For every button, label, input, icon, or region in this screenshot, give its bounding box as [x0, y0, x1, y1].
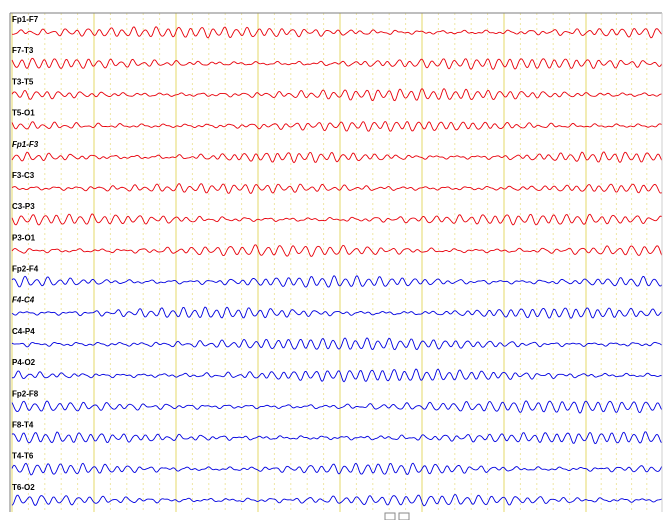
channel-label: T5-O1	[12, 109, 35, 118]
channel-labels: Fp1-F7 F7-T3 T3-T5 T5-O1 Fp1-F3 F3-C3 C3-P3 P3-…	[12, 15, 39, 492]
channel-label: C4-P4	[12, 327, 35, 336]
square-marker-icon[interactable]	[398, 512, 410, 520]
eeg-trace-c4-p4	[11, 337, 663, 351]
eeg-trace-p4-o2	[11, 368, 663, 383]
time-gridlines	[11, 13, 663, 512]
channel-label: F7-T3	[12, 46, 34, 55]
channel-label: F4-C4	[12, 296, 35, 305]
channel-label: T3-T5	[12, 77, 34, 86]
eeg-trace-fp1-f7	[11, 26, 663, 39]
eeg-trace-p3-o1	[11, 244, 663, 257]
channel-label: Fp1-F7	[12, 15, 39, 24]
eeg-trace-f7-t3	[11, 57, 663, 71]
eeg-trace-f3-c3	[11, 183, 663, 195]
channel-label: Fp2-F8	[12, 389, 39, 398]
channel-label: Fp2-F4	[12, 265, 39, 274]
channel-label: F8-T4	[12, 420, 34, 429]
channel-label: P4-O2	[12, 358, 36, 367]
eeg-trace-f8-t4	[11, 431, 663, 445]
eeg-trace-t6-o2	[11, 493, 663, 507]
eeg-trace-fp2-f8	[11, 400, 663, 414]
eeg-trace-t3-t5	[11, 87, 663, 102]
viewer-frame	[9, 12, 663, 520]
channel-label: P3-O1	[12, 233, 36, 242]
channel-traces	[11, 26, 663, 507]
channel-label: T6-O2	[12, 483, 35, 492]
eeg-trace-c3-p3	[11, 213, 663, 226]
eeg-trace-fp1-f3	[11, 151, 663, 164]
channel-label: T4-T6	[12, 452, 34, 461]
eeg-trace-t5-o1	[11, 120, 663, 132]
eeg-trace-t4-t6	[11, 462, 663, 476]
channel-label: Fp1-F3	[12, 140, 39, 149]
square-marker-icon[interactable]	[384, 512, 396, 520]
channel-label: C3-P3	[12, 202, 35, 211]
channel-label: F3-C3	[12, 171, 35, 180]
eeg-trace-fp2-f4	[11, 275, 663, 288]
eeg-trace-f4-c4	[11, 306, 663, 319]
